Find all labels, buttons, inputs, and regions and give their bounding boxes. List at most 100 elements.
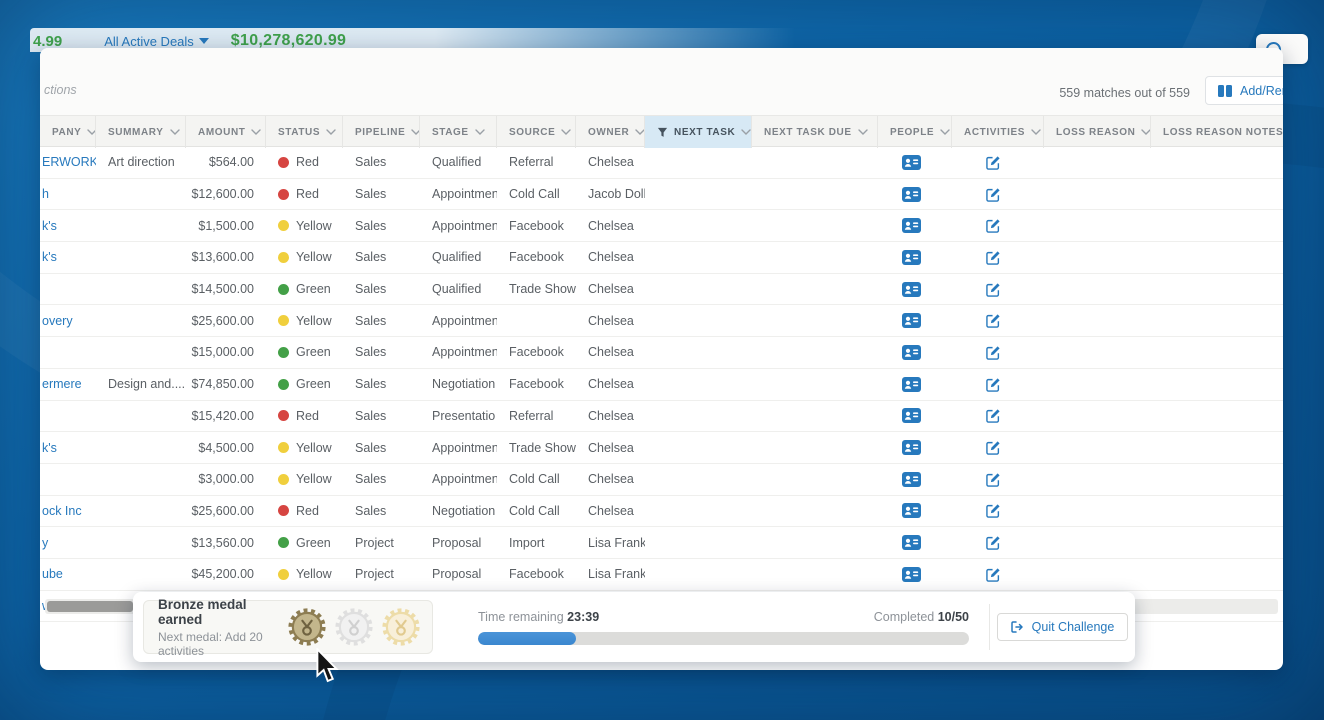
cell-people[interactable] — [878, 154, 952, 170]
cell-activities[interactable] — [952, 345, 1044, 360]
cell-company[interactable]: h — [40, 187, 96, 201]
cell-people[interactable] — [878, 376, 952, 392]
cell-activities[interactable] — [952, 535, 1044, 550]
cell-activities[interactable] — [952, 250, 1044, 265]
contact-card-icon[interactable] — [902, 408, 921, 424]
edit-activity-icon[interactable] — [986, 187, 1001, 202]
edit-activity-icon[interactable] — [986, 282, 1001, 297]
table-row[interactable]: k's $1,500.00 Yellow Sales Appointmen Faceboo… — [40, 210, 1283, 243]
chevron-down-icon[interactable] — [251, 129, 262, 135]
cell-activities[interactable] — [952, 282, 1044, 297]
cell-activities[interactable] — [952, 408, 1044, 424]
column-header-company[interactable]: PANY — [40, 116, 96, 148]
table-row[interactable]: ock Inc $25,600.00 Red Sales Negotiation Cold… — [40, 496, 1283, 528]
contact-card-icon[interactable] — [902, 313, 921, 329]
edit-activity-icon[interactable] — [986, 250, 1001, 265]
column-header-pipeline[interactable]: PIPELINE — [343, 116, 420, 148]
table-row[interactable]: y $13,560.00 Green Project Proposal Import Lis… — [40, 527, 1283, 559]
edit-activity-icon[interactable] — [986, 377, 1001, 392]
column-header-loss_reason[interactable]: LOSS REASON — [1044, 116, 1151, 148]
cell-people[interactable] — [878, 440, 952, 456]
edit-activity-icon[interactable] — [986, 567, 1001, 582]
column-header-summary[interactable]: SUMMARY — [96, 116, 186, 148]
edit-activity-icon[interactable] — [986, 535, 1001, 550]
contact-card-icon[interactable] — [902, 376, 921, 392]
cell-people[interactable] — [878, 186, 952, 202]
chevron-down-icon[interactable] — [87, 129, 96, 135]
cell-company[interactable]: overy — [40, 314, 96, 328]
chevron-down-icon[interactable] — [169, 129, 180, 135]
chevron-down-icon[interactable] — [326, 129, 336, 135]
table-row[interactable]: $15,000.00 Green Sales Appointmen Facebook Ch… — [40, 337, 1283, 369]
cell-activities[interactable] — [952, 155, 1044, 170]
contact-card-icon[interactable] — [902, 186, 921, 202]
cell-company[interactable]: y — [40, 536, 96, 550]
column-header-next_task_due[interactable]: NEXT TASK DUE — [752, 116, 878, 148]
chevron-down-icon[interactable] — [741, 129, 751, 135]
cell-company[interactable]: ube — [40, 567, 96, 581]
column-header-people[interactable]: PEOPLE — [878, 116, 952, 148]
chevron-down-icon[interactable] — [475, 129, 485, 135]
table-row[interactable]: overy $25,600.00 Yellow Sales Appointmen Chel… — [40, 305, 1283, 338]
cell-activities[interactable] — [952, 187, 1044, 202]
contact-card-icon[interactable] — [902, 566, 921, 582]
column-header-next_task[interactable]: NEXT TASK — [645, 116, 752, 148]
cell-company[interactable]: ERWORK — [40, 155, 96, 169]
contact-card-icon[interactable] — [902, 154, 921, 170]
add-remove-columns-button[interactable]: Add/Rem — [1205, 76, 1283, 105]
column-header-amount[interactable]: AMOUNT — [186, 116, 266, 148]
edit-activity-icon[interactable] — [986, 440, 1001, 455]
chevron-down-icon[interactable] — [857, 129, 868, 135]
edit-activity-icon[interactable] — [986, 503, 1001, 519]
cell-activities[interactable] — [952, 313, 1044, 329]
chevron-down-icon[interactable] — [1031, 129, 1041, 135]
cell-activities[interactable] — [952, 567, 1044, 582]
table-row[interactable]: ube $45,200.00 Yellow Project Proposal Facebo… — [40, 559, 1283, 591]
contact-card-icon[interactable] — [902, 440, 921, 456]
cell-activities[interactable] — [952, 377, 1044, 392]
cell-people[interactable] — [878, 408, 952, 424]
edit-activity-icon[interactable] — [986, 345, 1001, 360]
column-header-owner[interactable]: OWNER — [576, 116, 645, 148]
chevron-down-icon[interactable] — [561, 129, 572, 135]
column-header-loss_reason_notes[interactable]: LOSS REASON NOTES — [1151, 116, 1283, 148]
cell-people[interactable] — [878, 566, 952, 582]
cell-people[interactable] — [878, 503, 952, 519]
chevron-down-icon[interactable] — [635, 129, 645, 135]
cell-people[interactable] — [878, 344, 952, 360]
table-row[interactable]: k's $13,600.00 Yellow Sales Qualified Faceboo… — [40, 242, 1283, 274]
contact-card-icon[interactable] — [902, 281, 921, 297]
edit-activity-icon[interactable] — [986, 472, 1001, 487]
cell-people[interactable] — [878, 471, 952, 487]
cell-company[interactable]: ock Inc — [40, 504, 96, 518]
contact-card-icon[interactable] — [902, 218, 921, 234]
cell-people[interactable] — [878, 281, 952, 297]
table-row[interactable]: $14,500.00 Green Sales Qualified Trade Show C… — [40, 274, 1283, 306]
contact-card-icon[interactable] — [902, 471, 921, 487]
deals-filter-dropdown[interactable]: All Active Deals — [104, 34, 209, 49]
table-row[interactable]: k's $4,500.00 Yellow Sales Appointmen Trade S… — [40, 432, 1283, 464]
table-row[interactable]: ERWORK Art direction $564.00 Red Sales Qualif… — [40, 147, 1283, 179]
edit-activity-icon[interactable] — [986, 313, 1001, 329]
cell-company[interactable]: k's — [40, 250, 96, 264]
cell-people[interactable] — [878, 313, 952, 329]
column-header-stage[interactable]: STAGE — [420, 116, 497, 148]
contact-card-icon[interactable] — [902, 503, 921, 519]
chevron-down-icon[interactable] — [1141, 129, 1151, 135]
table-row[interactable]: $15,420.00 Red Sales Presentatio Referral Che… — [40, 401, 1283, 433]
cell-people[interactable] — [878, 249, 952, 265]
edit-activity-icon[interactable] — [986, 155, 1001, 170]
column-header-source[interactable]: SOURCE — [497, 116, 576, 148]
cell-people[interactable] — [878, 218, 952, 234]
cell-activities[interactable] — [952, 472, 1044, 487]
table-row[interactable]: $3,000.00 Yellow Sales Appointmen Cold Call C… — [40, 464, 1283, 496]
table-row[interactable]: ermere Design and..... $74,850.00 Green Sale… — [40, 369, 1283, 401]
cell-company[interactable]: k's — [40, 441, 96, 455]
contact-card-icon[interactable] — [902, 344, 921, 360]
contact-card-icon[interactable] — [902, 249, 921, 265]
cell-activities[interactable] — [952, 503, 1044, 519]
edit-activity-icon[interactable] — [986, 408, 1001, 424]
edit-activity-icon[interactable] — [986, 218, 1001, 233]
chevron-down-icon[interactable] — [940, 129, 950, 135]
contact-card-icon[interactable] — [902, 535, 921, 551]
